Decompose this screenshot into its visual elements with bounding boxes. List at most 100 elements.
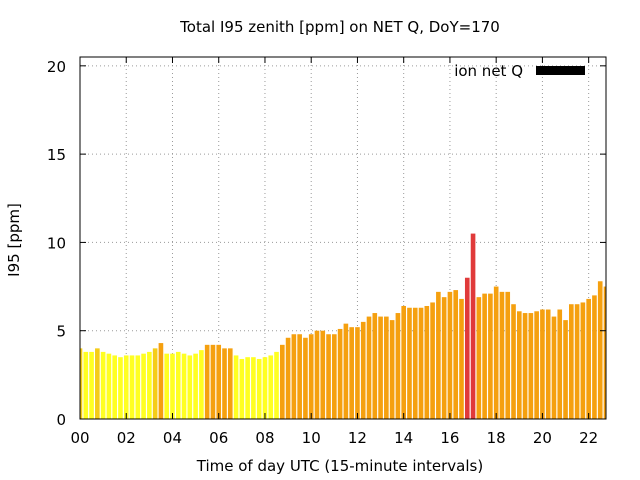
bar [303,337,308,419]
x-tick-label: 00 [70,429,89,447]
bar [175,351,181,419]
bar [597,281,603,419]
bar [511,304,516,419]
bar [603,286,606,419]
bar [326,334,331,419]
bar [412,307,418,419]
bar [586,298,591,419]
bar [441,297,447,419]
bar [106,353,112,419]
x-tick-label: 10 [302,429,321,447]
bar [505,291,511,419]
bar [135,355,141,419]
bar [141,353,146,419]
bar [528,313,534,419]
bar [482,293,487,419]
bar [453,290,459,419]
bar [545,309,551,419]
bar [389,320,395,419]
bar [557,309,563,419]
bar [239,358,245,419]
bar [360,321,366,419]
bar [181,353,187,419]
bar [320,330,326,419]
bar [459,298,464,419]
grid-lines [80,57,606,419]
bar [164,353,170,419]
bar [436,291,441,419]
y-tick-label: 20 [47,58,66,76]
bar [95,348,100,419]
bar [158,343,164,419]
x-tick-label: 20 [533,429,552,447]
legend-label: ion net Q [454,62,523,80]
bar [488,293,493,419]
bar [245,357,250,419]
bar [262,357,268,419]
x-tick-label: 12 [348,429,367,447]
bar [418,307,424,419]
bar [123,355,129,419]
bar [366,316,372,419]
bar [349,327,354,419]
bar [395,313,401,419]
bar [100,351,106,419]
bar [222,348,227,419]
x-tick-label: 06 [209,429,228,447]
bar [297,334,302,419]
bar [569,304,574,419]
bar [256,358,262,419]
bar [592,295,597,419]
bar [233,355,239,419]
bar [89,351,94,419]
y-axis-label: I95 [ppm] [5,203,23,277]
bar [372,313,378,419]
bar [83,351,89,419]
bar [152,348,158,419]
bar [580,302,586,419]
bar [80,348,83,419]
bar [187,355,193,419]
bar [251,357,256,419]
bar [522,313,528,419]
bar [291,334,297,419]
plot-frame [79,56,607,420]
bar [355,327,360,419]
bar [476,297,482,419]
bar [540,309,545,419]
bar [193,353,198,419]
bar [332,334,337,419]
bar [407,307,412,419]
bar [210,344,216,419]
axis-ticks: 0 5 10 15 20 00 02 04 06 08 10 12 14 16 18 20 22 [47,57,606,447]
bar [516,311,522,419]
legend: ion net Q [454,62,585,80]
bars [80,233,606,419]
bar [147,351,152,419]
bar [384,316,389,419]
x-axis-label: Time of day UTC (15-minute intervals) [196,457,483,475]
bar [563,320,568,419]
x-tick-label: 14 [394,429,413,447]
y-tick-label: 0 [56,411,66,429]
y-tick-label: 10 [47,234,66,252]
chart-title: Total I95 zenith [ppm] on NET Q, DoY=170 [179,18,500,36]
bar [170,353,175,419]
bar [204,344,210,419]
bar [343,323,349,419]
bar [227,348,233,419]
bar [499,291,505,419]
bar [464,277,470,419]
bar [112,355,117,419]
bar [129,355,135,419]
x-tick-label: 02 [117,429,136,447]
x-tick-label: 18 [487,429,506,447]
bar [118,357,123,419]
bar [447,291,453,419]
x-tick-label: 22 [579,429,598,447]
x-tick-label: 04 [163,429,182,447]
bar [314,330,320,419]
legend-swatch [536,66,585,75]
bar [574,304,580,419]
bar [279,344,285,419]
